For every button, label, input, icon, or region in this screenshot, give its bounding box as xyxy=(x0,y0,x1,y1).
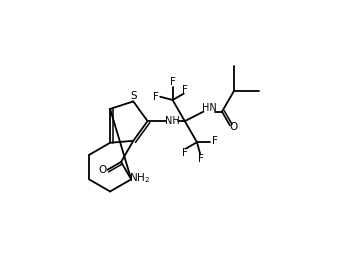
Text: HN: HN xyxy=(202,103,216,113)
Text: F: F xyxy=(198,154,204,164)
Text: F: F xyxy=(182,85,188,95)
Text: F: F xyxy=(182,148,188,158)
Text: NH$_2$: NH$_2$ xyxy=(129,171,150,185)
Text: NH: NH xyxy=(165,116,180,126)
Text: F: F xyxy=(153,92,158,102)
Text: O: O xyxy=(98,165,106,175)
Text: F: F xyxy=(170,78,175,87)
Text: F: F xyxy=(212,135,218,146)
Text: O: O xyxy=(230,122,238,132)
Text: S: S xyxy=(130,91,136,101)
